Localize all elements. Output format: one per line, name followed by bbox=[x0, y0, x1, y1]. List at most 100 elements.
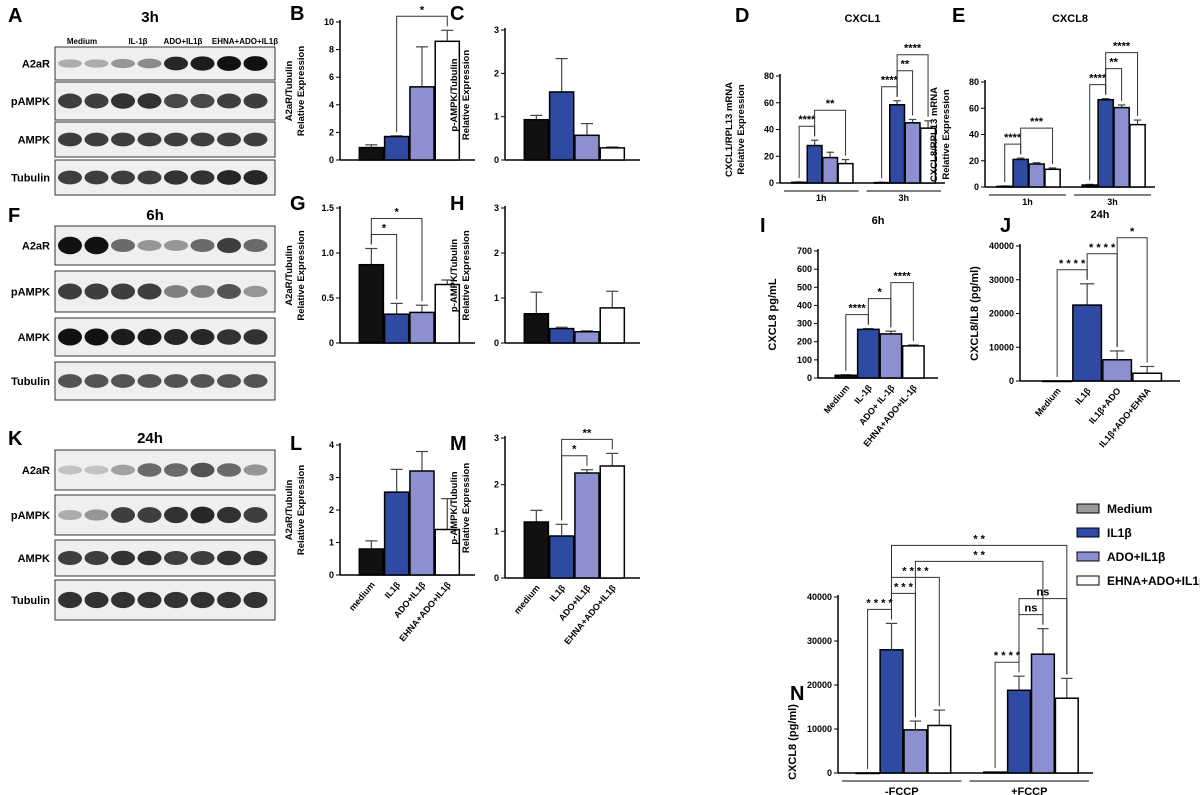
protein-band bbox=[84, 374, 109, 388]
protein-band bbox=[137, 283, 162, 300]
protein-band bbox=[84, 283, 109, 300]
y-tick-label: 40 bbox=[764, 125, 774, 135]
protein-band bbox=[217, 284, 241, 299]
protein-band bbox=[217, 93, 241, 109]
significance-label: ** bbox=[1109, 57, 1118, 69]
group-label: 3h bbox=[898, 193, 909, 203]
bar bbox=[358, 548, 385, 576]
protein-band bbox=[217, 374, 241, 388]
protein-band bbox=[243, 507, 268, 523]
y-tick-label: 600 bbox=[797, 264, 812, 274]
y-tick-label: 80 bbox=[764, 71, 774, 81]
y-axis-label: p-AMPK/Tubulin bbox=[449, 239, 460, 312]
y-axis-label: Relative Expression bbox=[461, 230, 472, 320]
panel-label: H bbox=[450, 193, 464, 215]
panel-label: E bbox=[952, 5, 965, 27]
bar bbox=[1081, 184, 1099, 188]
protein-band bbox=[164, 93, 188, 109]
significance-label: * * bbox=[973, 549, 985, 561]
bar bbox=[879, 333, 903, 379]
significance-bracket bbox=[561, 438, 613, 521]
protein-band bbox=[111, 58, 135, 69]
protein-band bbox=[137, 591, 162, 609]
x-tick-label: IL1β bbox=[383, 579, 403, 600]
blot-row-label: Tubulin bbox=[11, 173, 50, 185]
significance-label: **** bbox=[1004, 132, 1022, 144]
protein-band bbox=[190, 329, 215, 345]
protein-band bbox=[111, 170, 135, 185]
y-tick-label: 40000 bbox=[807, 592, 832, 602]
protein-band bbox=[137, 507, 162, 523]
bar bbox=[1054, 697, 1079, 774]
y-axis-label: Relative Expression bbox=[736, 84, 747, 174]
bar bbox=[574, 331, 600, 344]
protein-band bbox=[111, 374, 135, 388]
protein-band bbox=[111, 328, 135, 346]
protein-band bbox=[84, 591, 109, 609]
y-tick-label: 0.5 bbox=[321, 293, 334, 303]
y-tick-label: 3 bbox=[494, 433, 499, 443]
y-tick-label: 0 bbox=[494, 573, 499, 583]
significance-label: * * * * bbox=[866, 597, 893, 609]
bar bbox=[834, 374, 858, 379]
protein-band bbox=[58, 509, 82, 521]
protein-band bbox=[243, 132, 268, 147]
protein-band bbox=[190, 56, 215, 71]
group-label: 1h bbox=[816, 193, 827, 203]
y-tick-label: 100 bbox=[797, 355, 812, 365]
blot-row-label: AMPK bbox=[18, 135, 50, 147]
protein-band bbox=[111, 132, 135, 147]
significance-bracket bbox=[1105, 52, 1139, 117]
blot-timepoint-title: 24h bbox=[137, 430, 163, 447]
protein-band bbox=[190, 462, 215, 478]
panel-label: J bbox=[1000, 215, 1011, 237]
legend-entry: EHNA+ADO+IL1β bbox=[1107, 574, 1200, 588]
protein-band bbox=[217, 237, 241, 254]
significance-label: * * bbox=[973, 533, 985, 545]
lane-header: Medium bbox=[67, 37, 97, 46]
protein-band bbox=[243, 93, 268, 109]
chart-title: 24h bbox=[1091, 209, 1110, 221]
chart-panel-I: I 6h 0 100 200 300 400 500 600 700 CXCL8 pg/mL Medi… bbox=[760, 215, 938, 449]
x-tick-label: medium bbox=[347, 580, 377, 613]
significance-bracket bbox=[1105, 68, 1123, 101]
protein-band bbox=[190, 170, 215, 185]
y-axis-label: Relative Expression bbox=[941, 89, 952, 179]
bar bbox=[358, 263, 385, 344]
protein-band bbox=[84, 328, 109, 346]
protein-band bbox=[111, 238, 135, 253]
protein-band bbox=[164, 329, 188, 345]
bar bbox=[434, 40, 461, 161]
significance-label: * bbox=[1130, 226, 1135, 238]
y-tick-label: 0 bbox=[807, 373, 812, 383]
significance-label: **** bbox=[894, 271, 912, 283]
protein-band bbox=[190, 285, 215, 298]
significance-label: ns bbox=[1025, 603, 1038, 615]
protein-band bbox=[111, 93, 135, 109]
protein-band bbox=[111, 591, 135, 609]
y-axis-label: Relative Expression bbox=[461, 50, 472, 140]
significance-label: ** bbox=[826, 98, 835, 110]
blot-row-label: pAMPK bbox=[11, 96, 50, 108]
y-tick-label: 0 bbox=[827, 768, 832, 778]
y-tick-label: 60 bbox=[764, 98, 774, 108]
y-tick-label: 80 bbox=[969, 77, 979, 87]
group-label: +FCCP bbox=[1011, 786, 1047, 795]
y-axis-label: p-AMPK/Tubulin bbox=[449, 58, 460, 131]
protein-band bbox=[58, 93, 82, 109]
significance-bracket bbox=[896, 54, 929, 117]
protein-band bbox=[190, 550, 215, 566]
significance-label: * * * * bbox=[994, 650, 1021, 662]
blot-row-label: pAMPK bbox=[11, 287, 50, 299]
bar bbox=[806, 144, 823, 184]
bar bbox=[409, 86, 435, 161]
significance-label: * bbox=[382, 223, 387, 235]
y-tick-label: 0 bbox=[494, 155, 499, 165]
chart-panel-J: J 24h 0 10000 20000 30000 40000 CXCL8/IL8 (pg/m… bbox=[969, 209, 1180, 449]
panel-label: B bbox=[290, 3, 304, 25]
y-tick-label: 20000 bbox=[989, 309, 1014, 319]
y-tick-label: 10000 bbox=[807, 724, 832, 734]
significance-bracket bbox=[814, 109, 847, 156]
y-tick-label: 1 bbox=[329, 538, 334, 548]
